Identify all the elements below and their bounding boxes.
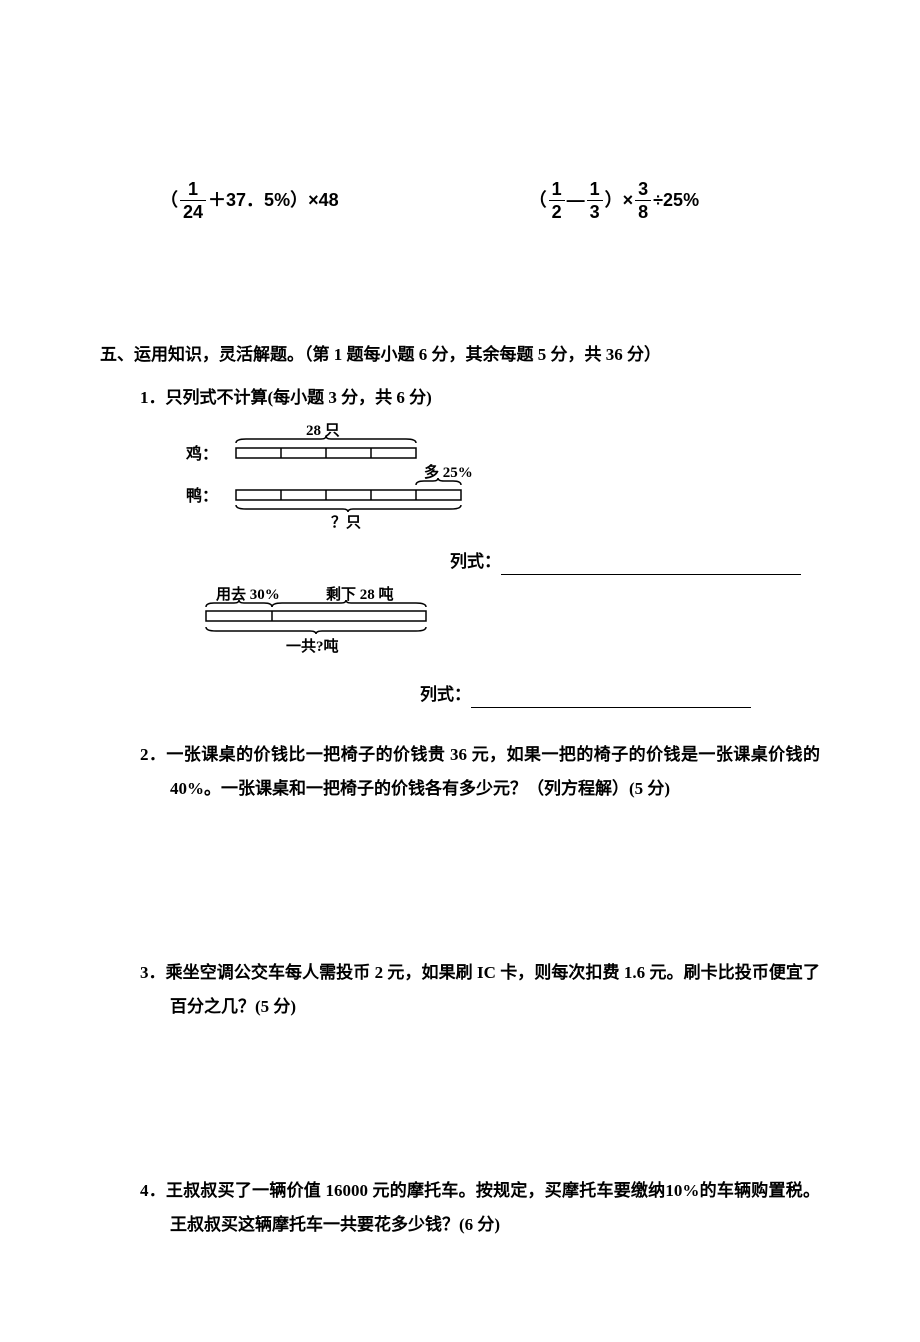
chicken-label: 鸡：: [185, 444, 218, 463]
paren-open: （: [529, 186, 547, 215]
brace-total-icon: [206, 627, 426, 634]
brace-bottom-icon: [236, 505, 461, 512]
fraction-1-24: 1 24: [180, 180, 206, 221]
question-label: ？只: [331, 514, 361, 531]
paren-open: （: [160, 186, 178, 215]
answer-label: 列式：: [420, 681, 471, 708]
label-28: 28 只: [306, 422, 340, 439]
denominator: 24: [180, 200, 206, 221]
expression-left: （ 1 24 ＋37．5%）×48: [160, 180, 339, 221]
numerator: 3: [635, 180, 651, 200]
diagram-chicken-duck: 28 只 鸡： 多 25% 鸭：: [140, 421, 820, 539]
duck-label: 鸭：: [186, 486, 218, 505]
answer-blank[interactable]: [501, 555, 801, 575]
tape-diagram-a: 28 只 鸡： 多 25% 鸭：: [176, 421, 496, 531]
close-times: ）×: [605, 186, 634, 215]
question-2: 2．一张课桌的价钱比一把椅子的价钱贵 36 元，如果一把的椅子的价钱是一张课桌价…: [140, 738, 820, 806]
answer-line-2: 列式：: [140, 681, 820, 708]
tape-diagram-b: 用去 30% 剩下 28 吨 一共?吨: [176, 585, 476, 665]
numerator: 1: [549, 180, 565, 200]
duck-bar: [236, 490, 461, 500]
total-label: 一共?吨: [286, 637, 339, 655]
expr-tail: ＋37．5%）×48: [208, 186, 339, 215]
brace-top-icon: [236, 436, 416, 443]
question-1-title: 1．只列式不计算(每小题 3 分，共 6 分): [140, 384, 820, 411]
numerator: 1: [185, 180, 201, 200]
fraction-1-3: 1 3: [587, 180, 603, 221]
minus: —: [567, 186, 585, 215]
numerator: 1: [587, 180, 603, 200]
expression-row: （ 1 24 ＋37．5%）×48 （ 1 2 — 1 3 ）× 3 8 ÷2: [100, 180, 820, 221]
question-4: 4．王叔叔买了一辆价值 16000 元的摩托车。按规定，买摩托车要缴纳10%的车…: [140, 1174, 820, 1242]
section-5-title: 五、运用知识，灵活解题。（第 1 题每小题 6 分，其余每题 5 分，共 36 …: [100, 341, 820, 368]
denominator: 2: [549, 200, 565, 221]
fraction-1-2: 1 2: [549, 180, 565, 221]
used-label: 用去 30%: [216, 585, 280, 603]
expression-right: （ 1 2 — 1 3 ）× 3 8 ÷25%: [529, 180, 699, 221]
diagram-tonnage: 用去 30% 剩下 28 吨 一共?吨: [140, 585, 820, 673]
more-25-label: 多 25%: [424, 463, 473, 481]
denominator: 8: [635, 200, 651, 221]
remaining-label: 剩下 28 吨: [326, 585, 394, 603]
answer-label: 列式：: [450, 548, 501, 575]
question-3: 3．乘坐空调公交车每人需投币 2 元，如果刷 IC 卡，则每次扣费 1.6 元。…: [140, 956, 820, 1024]
answer-blank[interactable]: [471, 688, 751, 708]
fraction-3-8: 3 8: [635, 180, 651, 221]
denominator: 3: [587, 200, 603, 221]
total-bar: [206, 611, 426, 621]
answer-line-1: 列式：: [140, 548, 820, 575]
expr-tail: ÷25%: [653, 186, 699, 215]
